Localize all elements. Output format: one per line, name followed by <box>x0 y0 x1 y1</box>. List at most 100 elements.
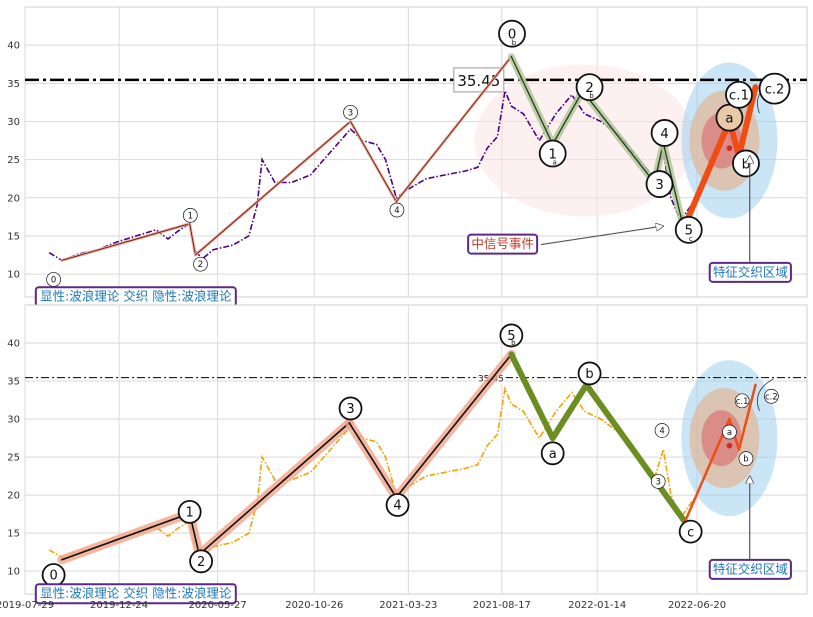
event-box <box>708 261 792 283</box>
event-box <box>467 233 539 255</box>
y-tick-label: 25 <box>7 155 20 166</box>
wave-label-text: b <box>585 367 593 382</box>
wave-label-text: a <box>549 447 557 462</box>
wave-label-marker <box>725 80 753 109</box>
signal-arrow <box>541 226 663 246</box>
wave-label-text: 5 <box>684 223 693 239</box>
wave-label-text: 0 <box>49 569 57 584</box>
y-tick-label: 30 <box>7 117 20 128</box>
wave-label-marker <box>758 72 791 105</box>
wave-label-text: 3 <box>348 108 353 118</box>
wave-label-text: 0 <box>51 276 56 286</box>
wave-label-marker <box>575 73 604 102</box>
reference-label-box <box>453 67 505 93</box>
wave-label-marker <box>678 519 703 544</box>
corrective-wave-segment <box>662 142 685 229</box>
panel-top: 1015202530354035.45012340b1a2b435cac.1bc… <box>7 6 808 308</box>
wave-label-text: a <box>725 111 733 127</box>
forecast-segment <box>683 417 731 523</box>
wave-label-marker <box>538 139 567 168</box>
corrective-wave-segment <box>552 90 584 146</box>
wave-label-text: b <box>742 156 751 172</box>
forecast-curve <box>756 378 774 412</box>
wave-label-text: c.2 <box>765 82 785 97</box>
corrective-wave-segment <box>549 381 590 442</box>
wave-label-subscript: b <box>589 92 594 100</box>
x-tick-label: 2021-08-17 <box>473 600 531 611</box>
wave-label-marker <box>343 104 358 120</box>
wave-label-marker <box>540 441 565 466</box>
wave-label-marker <box>764 388 779 404</box>
wave-label-marker <box>389 202 405 218</box>
wave-label-marker <box>577 361 602 386</box>
event-label: 中信号事件 <box>471 236 534 251</box>
wave-label-text: b <box>743 455 748 465</box>
wave-label-marker <box>182 207 198 223</box>
price-series-line <box>48 88 695 262</box>
corrective-wave-segment <box>508 351 556 442</box>
wave-label-text: 3 <box>346 402 354 417</box>
y-tick-label: 15 <box>7 529 20 540</box>
wave-label-text: 5 <box>507 329 515 344</box>
x-tick-label: 2022-01-14 <box>568 600 626 611</box>
wave-label-marker <box>674 215 703 244</box>
y-tick-label: 10 <box>7 270 20 281</box>
wave-label-text: c.1 <box>729 88 749 104</box>
strategy-label: 显性:波浪理论 交织 隐性:波浪理论 <box>40 586 232 601</box>
panel-bottom: 1015202530354035.45012345bab43cac.1bc.2特… <box>7 304 808 605</box>
event-label: 特征交织区域 <box>713 264 788 279</box>
y-tick-label: 15 <box>7 231 20 242</box>
impulse-wave-segment <box>194 120 352 256</box>
wave-label-marker <box>499 323 524 348</box>
wave-label-text: 1 <box>188 211 193 221</box>
wave-label-subscript: a <box>553 159 557 167</box>
plot-area <box>24 304 808 595</box>
impulse-wave-segment <box>189 223 196 256</box>
wave-label-marker <box>498 19 526 48</box>
y-tick-label: 35 <box>7 377 20 388</box>
wave-label-marker <box>734 393 750 409</box>
event-box <box>708 558 792 580</box>
wave-label-text: 2 <box>198 260 203 270</box>
wave-label-marker <box>654 423 670 438</box>
strategy-box <box>34 583 237 605</box>
forecast-dot <box>726 442 733 449</box>
wave-label-marker <box>189 549 214 574</box>
y-tick-label: 25 <box>7 453 20 464</box>
wave-label-text: 3 <box>656 478 661 488</box>
forecast-dot <box>726 145 733 151</box>
wave-label-marker <box>650 474 666 489</box>
x-tick-label: 2019-12-24 <box>90 600 148 611</box>
x-tick-label: 2021-03-23 <box>379 600 437 611</box>
corrective-wave-segment <box>581 90 656 184</box>
event-label: 特征交织区域 <box>713 561 788 576</box>
impulse-wave-segment <box>61 512 191 561</box>
wave-label-text: 2 <box>585 80 594 96</box>
impulse-wave-segment <box>198 422 351 556</box>
wave-label-marker <box>722 424 737 440</box>
wave-label-marker <box>650 119 679 147</box>
wave-label-marker <box>645 170 674 198</box>
corrective-wave-segment <box>510 55 554 146</box>
y-tick-label: 30 <box>7 415 20 426</box>
wave-label-text: 2 <box>197 555 205 570</box>
forecast-segment <box>680 118 733 232</box>
wave-label-text: c <box>687 525 694 540</box>
y-tick-label: 40 <box>7 339 20 350</box>
corrective-wave-segment <box>583 381 688 525</box>
x-tick-label: 2020-10-26 <box>285 600 343 611</box>
x-tick-label: 2020-05-27 <box>189 600 247 611</box>
wave-label-subscript: b <box>511 339 516 347</box>
y-tick-label: 40 <box>7 41 20 52</box>
wave-label-text: 4 <box>393 499 401 514</box>
y-tick-label: 10 <box>7 567 20 578</box>
wave-label-subscript: c <box>689 235 693 243</box>
wave-label-marker <box>385 493 410 517</box>
y-tick-label: 20 <box>7 491 20 502</box>
impulse-wave-segment <box>61 223 191 261</box>
forecast-segment <box>735 84 759 159</box>
strategy-label: 显性:波浪理论 交织 隐性:波浪理论 <box>40 289 232 304</box>
wave-label-text: 4 <box>660 126 669 142</box>
wave-label-text: c.2 <box>765 392 778 402</box>
